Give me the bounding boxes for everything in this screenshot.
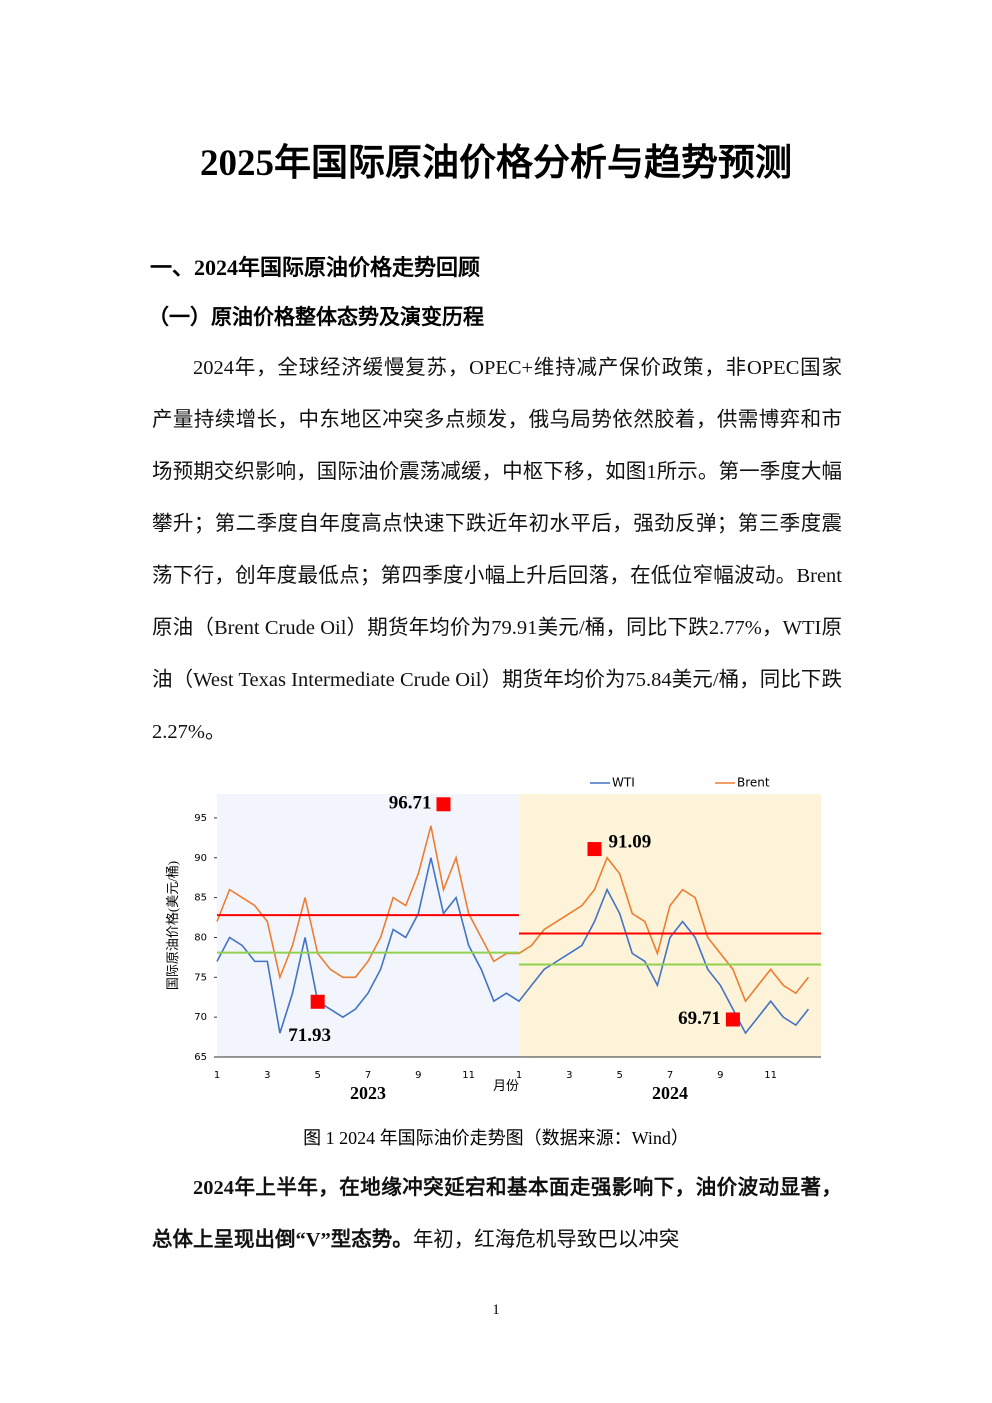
bold-text: 2024年上半年，在地缘冲突延宕和基本面走强影响下，油价波动显著，总体上呈现出倒…	[152, 1177, 842, 1251]
y-tick-label: 85	[194, 893, 207, 904]
y-tick-label: 95	[194, 813, 207, 824]
annotation: 91.09	[609, 831, 652, 852]
marker	[725, 1012, 740, 1027]
legend-label: WTI	[612, 776, 635, 790]
y-tick-label: 80	[194, 932, 207, 943]
page-number: 1	[492, 1302, 500, 1318]
year-label: 2024	[652, 1083, 688, 1103]
x-tick-label: 9	[415, 1070, 421, 1081]
annotation: 69.71	[678, 1008, 721, 1029]
y-tick-label: 75	[194, 972, 207, 983]
y-tick-label: 65	[194, 1052, 207, 1063]
y-tick-label: 70	[194, 1012, 207, 1023]
x-tick-label: 9	[717, 1070, 723, 1081]
x-tick-label: 7	[667, 1070, 673, 1081]
y-axis-label: 国际原油价格(美元/桶)	[165, 861, 180, 990]
background-2024	[519, 794, 821, 1057]
x-tick-label: 3	[264, 1070, 270, 1081]
heading: 一、2024年国际原油价格走势回顾	[150, 255, 481, 280]
subheading: （一）原油价格整体态势及演变历程	[148, 305, 484, 329]
paragraph: 2024年，全球经济缓慢复苏，OPEC+维持减产保价政策，非OPEC国家产量持续…	[152, 357, 842, 743]
x-tick-label: 11	[764, 1070, 777, 1081]
x-tick-label: 1	[214, 1070, 220, 1081]
marker	[310, 994, 325, 1009]
annotation: 96.71	[389, 793, 432, 814]
x-tick-label: 1	[516, 1070, 522, 1081]
x-tick-label: 5	[314, 1070, 320, 1081]
x-tick-label: 3	[566, 1070, 572, 1081]
year-label: 2023	[350, 1083, 386, 1103]
annotation: 71.93	[288, 1025, 331, 1046]
title: 2025年国际原油价格分析与趋势预测	[200, 143, 792, 184]
text: 年初，红海危机导致巴以冲突	[412, 1229, 680, 1251]
marker	[587, 842, 602, 857]
legend-label: Brent	[737, 776, 770, 790]
x-tick-label: 11	[462, 1070, 475, 1081]
background-2023	[217, 794, 519, 1057]
paragraph: 2024年上半年，在地缘冲突延宕和基本面走强影响下，油价波动显著，总体上呈现出倒…	[152, 1162, 842, 1266]
line	[216, 857, 810, 1035]
x-tick-label: 7	[365, 1070, 371, 1081]
x-tick-label: 5	[616, 1070, 622, 1081]
marker	[436, 797, 451, 812]
caption: 图 1 2024 年国际油价走势图（数据来源：Wind）	[303, 1128, 689, 1148]
y-tick-label: 90	[194, 853, 207, 864]
x-axis-label: 月份	[493, 1078, 519, 1093]
